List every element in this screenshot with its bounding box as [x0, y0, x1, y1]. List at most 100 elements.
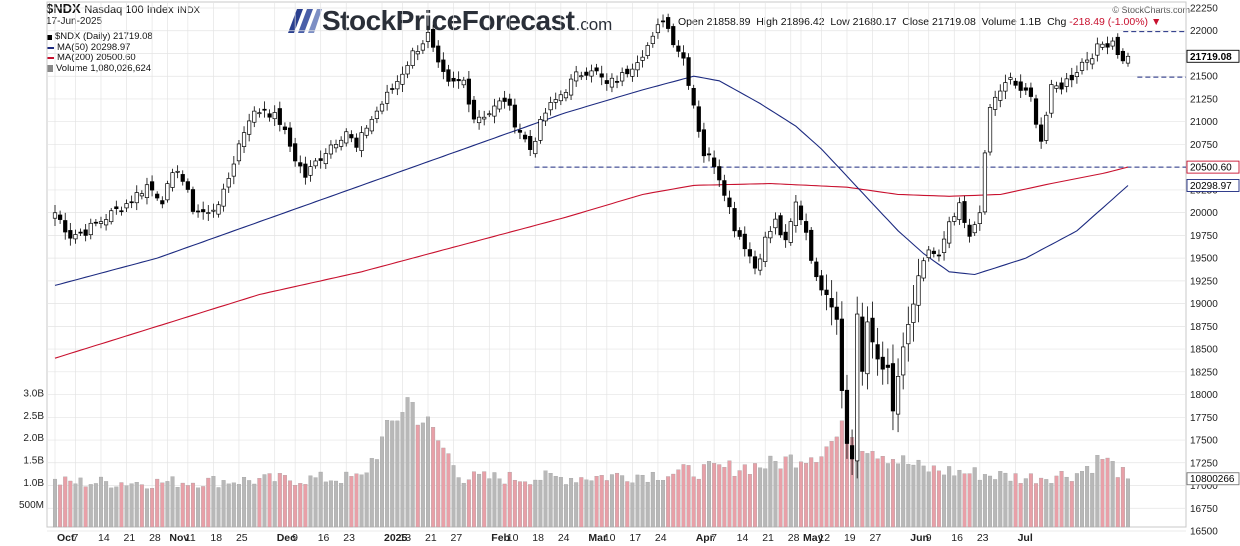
volume-swatch — [47, 65, 53, 73]
candle-body — [313, 160, 318, 167]
volume-bar — [139, 484, 144, 528]
volume-bar — [1085, 466, 1090, 528]
candle-body — [982, 152, 988, 213]
date-tick-label: 23 — [977, 532, 989, 544]
candle-body — [109, 210, 114, 223]
candle-body — [139, 193, 144, 197]
volume-bar — [1023, 478, 1028, 528]
volume-bar — [328, 480, 333, 528]
date-tick-label: May — [803, 532, 824, 544]
volume-tick-label: 3.0B — [23, 388, 44, 399]
volume-bar — [865, 453, 870, 528]
volume-bar — [1013, 473, 1018, 528]
candle-body — [149, 181, 155, 191]
volume-bar — [911, 464, 916, 528]
volume-bar — [180, 482, 185, 528]
volume-bar — [681, 464, 686, 528]
price-tick-label: 17250 — [1190, 458, 1218, 469]
price-tick-label: 21500 — [1190, 72, 1218, 83]
date-tick-label: 13 — [399, 532, 411, 544]
volume-bar — [737, 470, 742, 528]
candle-body — [681, 52, 686, 59]
candle-body — [83, 229, 88, 236]
candle-body — [385, 91, 390, 104]
candle-body — [298, 162, 303, 167]
date-tick-label: 10 — [507, 532, 519, 544]
volume-bar — [1095, 455, 1100, 528]
candle-body — [640, 56, 645, 61]
date-tick-label: 27 — [870, 532, 882, 544]
candle-body — [308, 166, 313, 176]
candle-body — [1079, 61, 1085, 71]
candle-body — [522, 134, 528, 140]
candle-body — [257, 112, 262, 115]
candle-body — [236, 143, 242, 162]
volume-bar — [977, 479, 982, 528]
candle-body — [247, 120, 252, 135]
candle-body — [226, 178, 231, 188]
price-tick-label: 17500 — [1190, 436, 1218, 447]
volume-tick-label: 1.5B — [23, 455, 44, 466]
candle-body — [221, 188, 226, 207]
price-labels: 21719.08 20500.60 20298.97 10800266 — [1186, 49, 1240, 486]
volume-bar — [98, 476, 103, 528]
candle-body — [921, 260, 926, 279]
candle-body — [119, 210, 124, 213]
volume-bar — [114, 486, 119, 528]
volume-bar — [916, 459, 921, 528]
candle-body — [793, 201, 798, 226]
volume-bar — [313, 477, 318, 528]
chg-label: Chg — [1047, 16, 1067, 28]
candle-body — [267, 113, 272, 118]
volume-bar — [216, 487, 221, 528]
volume-bar — [620, 475, 625, 528]
candle-body — [180, 174, 185, 182]
volume-bar — [901, 455, 906, 528]
volume-bar — [318, 471, 323, 528]
volume-bar — [298, 483, 303, 528]
candle-body — [185, 181, 190, 190]
candle-body — [865, 321, 870, 375]
volume-bar — [160, 482, 165, 528]
candle-body — [1100, 43, 1105, 48]
date-tick-label: Feb — [491, 532, 510, 544]
volume-axis: 3.0B 2.5B 2.0B 1.5B 1.0B 500M — [19, 388, 44, 511]
volume-bar — [538, 479, 543, 528]
volume-bar — [630, 482, 635, 528]
volume-bar — [753, 463, 757, 528]
candle-body — [1090, 58, 1095, 65]
candle-body — [901, 346, 906, 376]
volume-bar — [395, 420, 400, 528]
volume-bar — [599, 475, 604, 528]
candle-body — [717, 166, 722, 181]
price-label-box — [1186, 472, 1240, 486]
volume-bars — [53, 397, 1130, 528]
volume-bar — [1028, 473, 1033, 528]
volume-bar — [134, 482, 139, 528]
candle-body — [819, 275, 824, 291]
candle-body — [98, 221, 104, 224]
volume-bar — [584, 479, 589, 528]
volume-bar — [242, 477, 247, 528]
volume-bar — [466, 479, 471, 528]
candle-body — [666, 17, 671, 29]
candle-body — [952, 216, 957, 222]
legend: $NDX (Daily) 21719.08 MA(50) 20298.97 MA… — [47, 31, 153, 74]
date-tick-label: 21 — [425, 532, 437, 544]
volume-bar — [645, 481, 650, 528]
volume-bar — [548, 473, 553, 528]
candle-body — [160, 200, 165, 205]
price-tick-label: 22250 — [1190, 4, 1218, 15]
candle-body — [747, 249, 752, 257]
volume-bar — [277, 473, 282, 528]
volume-bar — [998, 471, 1003, 528]
high-value: 21896.42 — [780, 16, 825, 28]
date-tick-label: Mar — [588, 532, 607, 544]
volume-bar — [594, 476, 599, 528]
volume-bar — [896, 463, 901, 528]
volume-bar — [221, 480, 226, 528]
candle-body — [875, 344, 880, 360]
candle-body — [318, 158, 323, 161]
candle-body — [967, 224, 972, 237]
